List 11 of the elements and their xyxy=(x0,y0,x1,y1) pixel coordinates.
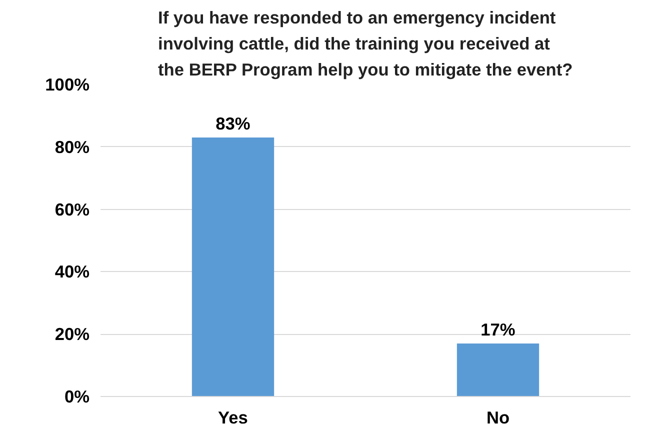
y-tick-label: 0% xyxy=(64,386,90,406)
x-tick-label: No xyxy=(486,408,510,428)
y-tick-label: 60% xyxy=(54,199,90,220)
y-tick-label: 80% xyxy=(54,136,90,157)
data-label: 83% xyxy=(216,114,250,134)
data-label: 17% xyxy=(480,319,516,340)
x-tick-label: Yes xyxy=(218,408,248,428)
y-tick-label: 40% xyxy=(54,262,90,282)
y-tick-label: 100% xyxy=(45,74,90,94)
y-tick-label: 20% xyxy=(54,324,90,344)
chart-title: If you have responded to an emergency incident involving cattle, did the training you received at the BERP Program help you to mitigate the event? xyxy=(158,8,573,80)
